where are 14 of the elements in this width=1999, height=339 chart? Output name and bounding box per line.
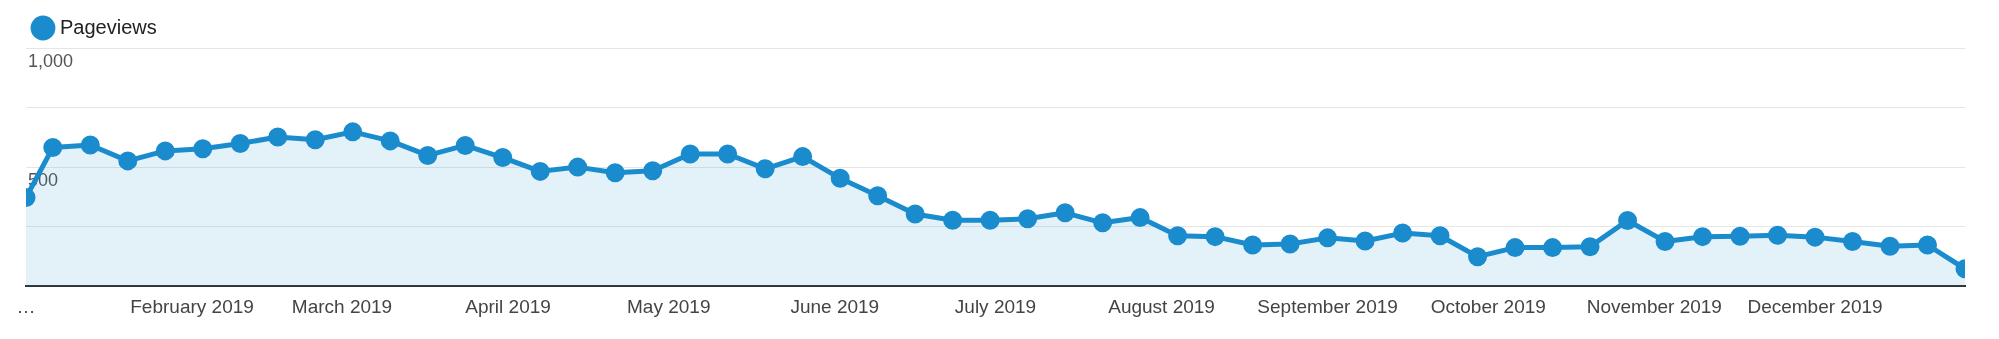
- x-tick-label: June 2019: [790, 295, 880, 317]
- legend-label: Pageviews: [60, 15, 157, 38]
- x-tick-label: May 2019: [627, 295, 711, 317]
- x-tick-label: July 2019: [954, 295, 1037, 317]
- x-tick-label: …: [16, 295, 36, 317]
- x-tick-label: August 2019: [1108, 295, 1215, 317]
- x-tick-label: October 2019: [1430, 295, 1546, 317]
- x-tick-label: September 2019: [1257, 295, 1398, 317]
- x-tick-label: December 2019: [1747, 295, 1883, 317]
- x-tick-label: February 2019: [130, 295, 254, 317]
- y-tick-label: 1,000: [28, 50, 74, 71]
- x-tick-label: March 2019: [291, 295, 393, 317]
- x-tick-label: November 2019: [1586, 295, 1722, 317]
- x-tick-label: April 2019: [465, 295, 551, 317]
